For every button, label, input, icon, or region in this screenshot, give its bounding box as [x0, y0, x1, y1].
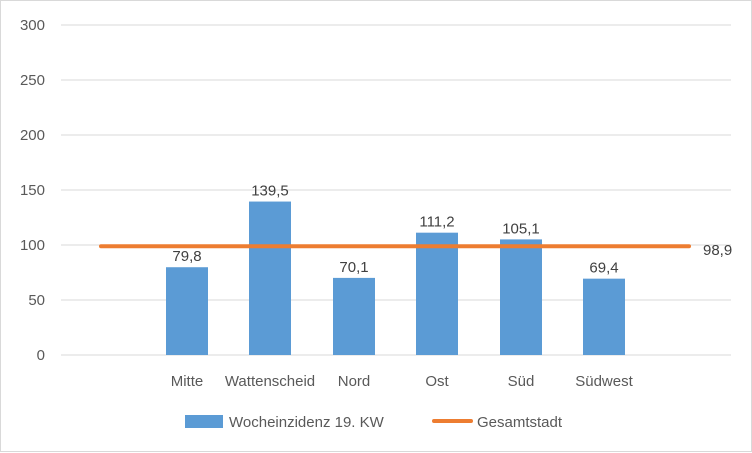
legend-label-bar: Wocheinzidenz 19. KW	[229, 414, 385, 431]
gesamtstadt-line-group: 98,9	[99, 242, 732, 259]
bar-süd	[500, 239, 542, 355]
bar-nord	[333, 277, 375, 355]
x-tick-label: Ost	[425, 373, 449, 390]
y-tick-label: 0	[37, 347, 45, 364]
bar-südwest	[583, 278, 625, 355]
bar-data-label: 79,8	[172, 248, 201, 265]
bar-data-label: 105,1	[502, 220, 540, 237]
y-tick-label: 50	[28, 292, 45, 309]
y-tick-label: 250	[20, 72, 45, 89]
x-tick-label: Nord	[338, 373, 371, 390]
x-tick-label: Mitte	[171, 373, 204, 390]
bar-data-label: 139,5	[251, 183, 289, 200]
legend: Wocheinzidenz 19. KW Gesamtstadt	[185, 414, 563, 431]
x-tick-label: Süd	[508, 373, 535, 390]
y-axis-ticks: 0 50 100 150 200 250 300	[20, 17, 45, 364]
bars	[166, 201, 625, 355]
bar-data-label: 70,1	[339, 259, 368, 276]
x-tick-label: Südwest	[575, 373, 633, 390]
y-tick-label: 300	[20, 17, 45, 34]
bar-wattenscheid	[249, 201, 291, 355]
bar-data-label: 69,4	[589, 260, 618, 277]
bar-mitte	[166, 267, 208, 355]
bar-ost	[416, 232, 458, 355]
gridlines	[61, 24, 731, 356]
x-axis-ticks: Mitte Wattenscheid Nord Ost Süd Südwest	[171, 373, 634, 390]
y-tick-label: 100	[20, 237, 45, 254]
bar-data-labels: 79,8 139,5 70,1 111,2 105,1 69,4	[172, 183, 618, 277]
legend-swatch-bar	[185, 415, 223, 428]
y-tick-label: 150	[20, 182, 45, 199]
gesamtstadt-line-label: 98,9	[703, 242, 732, 259]
x-tick-label: Wattenscheid	[225, 373, 315, 390]
bar-data-label: 111,2	[419, 214, 454, 231]
legend-label-line: Gesamtstadt	[477, 414, 563, 431]
y-tick-label: 200	[20, 127, 45, 144]
